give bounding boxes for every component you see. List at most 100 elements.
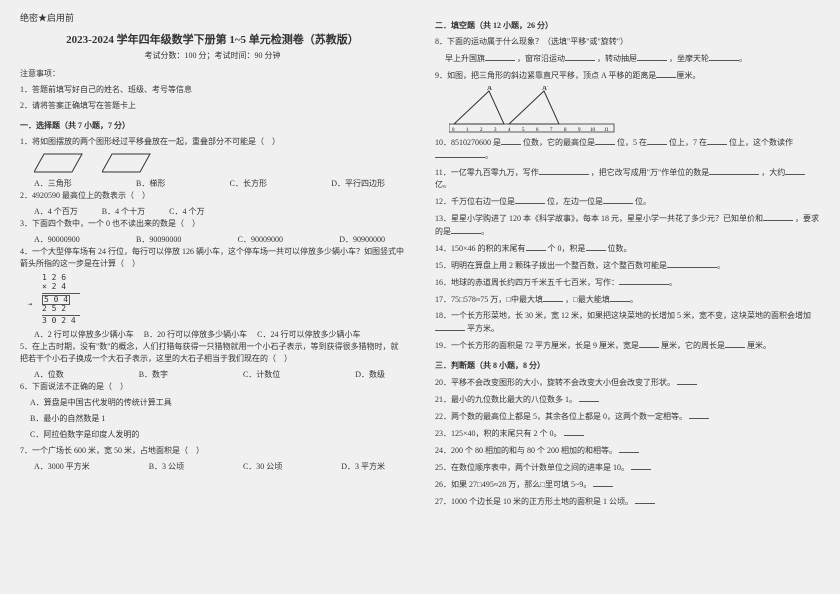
- q1-opt-d: D．平行四边形: [331, 178, 385, 190]
- blank: [526, 242, 546, 251]
- blank: [603, 195, 633, 204]
- q2-text: 2．4920590 最高位上的数表示（ ）: [20, 190, 405, 202]
- q6-opt-b: B．最小的自然数是 1: [20, 413, 405, 425]
- q7-opt-b: B．3 公顷: [149, 461, 184, 473]
- q3-text: 3．下面四个数中，一个 0 也不读出来的数是（ ）: [20, 218, 405, 230]
- q21-text: 21．最小的九位数比最大的八位数多 1。: [435, 395, 577, 404]
- q21: 21．最小的九位数比最大的八位数多 1。: [435, 393, 820, 406]
- parallelogram-icon-2: [102, 152, 152, 174]
- q22: 22．两个数的最高位上都是 5，其余各位上都是 0，这两个数一定相等。: [435, 410, 820, 423]
- q12-a: 12．千万位右边一位是: [435, 197, 515, 206]
- section-1-heading: 一．选择题（共 7 小题，7 分）: [20, 120, 405, 132]
- blank: [564, 427, 584, 436]
- q13-a: 13．星星小学购进了 120 本《科学故事》，每本 18 元，星星小学一共花了多…: [435, 214, 763, 223]
- blank: [586, 242, 606, 251]
- q1-options: A．三角形 B．梯形 C．长方形 D．平行四边形: [20, 178, 405, 190]
- calc-rule-1: [42, 293, 80, 294]
- q8-a: 早上升国旗: [445, 54, 485, 63]
- blank: [656, 69, 676, 78]
- notice-heading: 注意事项：: [20, 68, 405, 80]
- q20-text: 20．平移不会改变图形的大小，旋转不会改变大小但会改变了形状。: [435, 378, 675, 387]
- q2-opt-c: C．4 个万: [169, 206, 204, 218]
- q1-shapes: [20, 152, 405, 174]
- q8-d: ，坐摩天轮: [669, 54, 709, 63]
- blank: [435, 149, 485, 158]
- label-a: A: [487, 86, 492, 92]
- q20: 20．平移不会改变图形的大小，旋转不会改变大小但会改变了形状。: [435, 376, 820, 389]
- blank: [635, 495, 655, 504]
- q11-d: 亿。: [435, 180, 451, 189]
- q10-d: 位上，7 在: [669, 138, 707, 147]
- q18-text: 18．一个长方形菜地，长 30 米，宽 12 米，如果把这块菜地的长增加 5 米…: [435, 310, 820, 335]
- blank: [593, 478, 613, 487]
- blank: [501, 136, 521, 145]
- q4-calculation: 1 2 6 × 2 4 → 5 0 4 2 5 2 3 0 2 4: [20, 274, 405, 326]
- q7-options: A．3000 平方米 B．3 公顷 C．30 公顷 D．3 平方米: [20, 461, 405, 473]
- arrow-icon: →: [28, 301, 32, 309]
- blank: [667, 259, 717, 268]
- q8-c: ，转动抽屉: [597, 54, 637, 63]
- q17-text: 17．75□578≈75 万，□中最大填 ，□最大能填。: [435, 293, 820, 306]
- q16-a: 16．地球的赤道周长约四万千米五千七百米，写作：: [435, 278, 619, 287]
- q8-row: 早上升国旗 ，窗帘沿运动 ，转动抽屉 ，坐摩天轮。: [435, 52, 820, 65]
- q16-text: 16．地球的赤道周长约四万千米五千七百米，写作：。: [435, 276, 820, 289]
- q7-opt-c: C．30 公顷: [243, 461, 282, 473]
- blank: [707, 136, 727, 145]
- exam-paper: 绝密★启用前 2023-2024 学年四年级数学下册第 1~5 单元检测卷（苏教…: [20, 12, 820, 582]
- svg-text:11: 11: [604, 128, 609, 133]
- q5-options: A．位数 B．数字 C．计数位 D．数级: [20, 369, 405, 381]
- q2-opt-b: B．4 个十万: [102, 206, 145, 218]
- q2-opt-a: A．4 个百万: [34, 206, 78, 218]
- blank: [451, 225, 481, 234]
- blank: [637, 52, 667, 61]
- q27: 27．1000 个边长是 10 米的正方形土地的面积是 1 公顷。: [435, 495, 820, 508]
- q9-triangle-diagram: A A' 0123 4567 891011: [449, 86, 619, 134]
- blank: [485, 52, 515, 61]
- q10-text: 10．8510270600 是 位数，它的最高位是 位，5 在 位上，7 在 位…: [435, 136, 820, 162]
- q9-stem: 9．如图，把三角形的斜边紧靠直尺平移，顶点 A 平移的距离是: [435, 71, 656, 80]
- q4-opt-a: A．2 行可以停放多少辆小车: [34, 329, 134, 341]
- q5-text: 5．在上古时期，没有"数"的概念，人们打猎每获得一只猎物就用一个小石子表示，等到…: [20, 341, 405, 365]
- q13-text: 13．星星小学购进了 120 本《科学故事》，每本 18 元，星星小学一共花了多…: [435, 212, 820, 238]
- blank: [709, 52, 739, 61]
- q6-opt-c: C．阿拉伯数字是印度人发明的: [20, 429, 405, 441]
- q26: 26．如果 27□495≈28 万，那么□里可填 5~9。: [435, 478, 820, 491]
- q12-b: 位，左边一位是: [547, 197, 603, 206]
- q1-opt-a: A．三角形: [34, 178, 72, 190]
- q1-opt-b: B．梯形: [136, 178, 165, 190]
- blank: [565, 52, 595, 61]
- q22-text: 22．两个数的最高位上都是 5，其余各位上都是 0，这两个数一定相等。: [435, 412, 687, 421]
- q6-text: 6．下面说法不正确的是（ ）: [20, 381, 405, 393]
- blank: [639, 339, 659, 348]
- q3-options: A．90000900 B．90090000 C．90009000 D．90900…: [20, 234, 405, 246]
- q11-text: 11．一亿零九百零九万，写作 ，把它改写成用"万"作单位的数是 ，大约 亿。: [435, 166, 820, 191]
- q11-c: ，大约: [761, 168, 785, 177]
- q10-e: 位上，这个数读作: [729, 138, 793, 147]
- q27-text: 27．1000 个边长是 10 米的正方形土地的面积是 1 公顷。: [435, 497, 633, 506]
- q5-opt-b: B．数字: [139, 369, 168, 381]
- blank: [515, 195, 545, 204]
- q7-text: 7．一个广场长 600 米，宽 50 米，占地面积是（ ）: [20, 445, 405, 457]
- blank: [619, 276, 669, 285]
- blank: [435, 322, 465, 331]
- q6-opt-a: A．算盘是中国古代发明的传统计算工具: [20, 397, 405, 409]
- q9-text: 9．如图，把三角形的斜边紧靠直尺平移，顶点 A 平移的距离是厘米。: [435, 69, 820, 82]
- blank: [619, 444, 639, 453]
- q23-text: 23．125×40，积的末尾只有 2 个 0。: [435, 429, 562, 438]
- q1-text: 1．将如图摆放的两个图形经过平移叠放在一起，重叠部分不可能是（ ）: [20, 136, 405, 148]
- svg-text:10: 10: [590, 128, 596, 133]
- blank: [631, 461, 651, 470]
- q5-opt-a: A．位数: [34, 369, 64, 381]
- calc-l2: × 2 4: [42, 283, 405, 292]
- q5-opt-c: C．计数位: [243, 369, 280, 381]
- q4-text: 4．一个大型停车场有 24 行位，每行可以停放 126 辆小车，这个停车场一共可…: [20, 246, 405, 270]
- blank: [763, 212, 793, 221]
- blank: [595, 136, 615, 145]
- q8-b: ，窗帘沿运动: [517, 54, 565, 63]
- blank: [709, 166, 759, 175]
- q25-text: 25．在数位顺序表中，两个计数单位之间的进率是 10。: [435, 463, 629, 472]
- q25: 25．在数位顺序表中，两个计数单位之间的进率是 10。: [435, 461, 820, 474]
- q14-c: 位数。: [608, 244, 632, 253]
- q18-b: 平方米。: [467, 324, 499, 333]
- blank: [689, 410, 709, 419]
